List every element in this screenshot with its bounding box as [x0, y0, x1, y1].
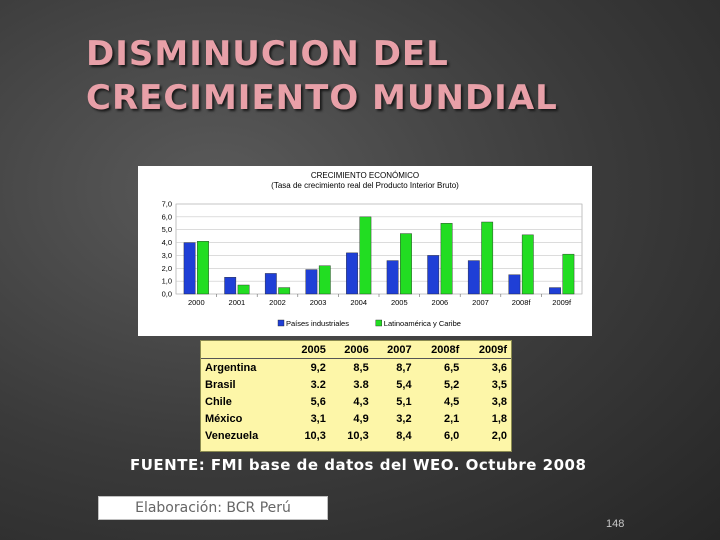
bar-latinoamerica — [481, 221, 494, 295]
table-row: Argentina 9,2 8,5 8,7 6,5 3,6 — [201, 359, 511, 377]
growth-table: 2005 2006 2007 2008f 2009f Argentina 9,2 8,5 8,… — [201, 341, 511, 444]
bar-paises-industriales — [183, 242, 196, 295]
table-cell: 2,0 — [491, 429, 507, 442]
x-tick-label: 2004 — [350, 298, 367, 307]
source-note: FUENTE: FMI base de datos del WEO. Octub… — [130, 456, 587, 474]
table-cell: 3,2 — [396, 412, 412, 425]
slide-title-line-2: CRECIMIENTO MUNDIAL — [86, 78, 558, 118]
table-header-row: 2005 2006 2007 2008f 2009f — [201, 341, 511, 359]
bar-paises-industriales — [427, 255, 440, 295]
table-row: Chile 5,6 4,3 5,1 4,5 3,8 — [201, 393, 511, 410]
bar-paises-industriales — [224, 277, 237, 295]
table-cell: 3.8 — [353, 378, 369, 391]
bar-latinoamerica — [318, 265, 331, 295]
y-tick-label: 0,0 — [162, 290, 172, 299]
table-cell: 5,6 — [310, 395, 326, 408]
table-cell: 8,7 — [396, 361, 412, 374]
x-tick-label: 2000 — [188, 298, 205, 307]
y-tick-label: 5,0 — [162, 225, 172, 234]
x-tick-label: 2008f — [512, 298, 532, 307]
bar-paises-industriales — [346, 252, 358, 295]
growth-chart-panel: CRECIMIENTO ECONÓMICO (Tasa de crecimien… — [138, 166, 592, 336]
table-cell: 5,4 — [396, 378, 412, 391]
x-tick-label: 2001 — [229, 298, 246, 307]
x-tick-label: 2009f — [552, 298, 572, 307]
x-tick-label: 2002 — [269, 298, 286, 307]
bar-latinoamerica — [237, 284, 250, 295]
table-header-cell: 2008f — [415, 341, 464, 359]
table-header-cell: 2005 — [287, 341, 330, 359]
table-header-cell: 2006 — [329, 341, 373, 359]
bar-paises-industriales — [386, 260, 399, 295]
y-tick-label: 4,0 — [162, 238, 172, 247]
table-cell: 3,6 — [491, 361, 507, 374]
growth-table-panel: 2005 2006 2007 2008f 2009f Argentina 9,2 8,5 8,… — [200, 340, 512, 452]
y-tick-label: 1,0 — [162, 277, 172, 286]
table-cell: Chile — [205, 395, 232, 408]
table-cell: 6,5 — [443, 361, 460, 374]
table-row: Venezuela 10,3 10,3 8,4 6,0 2,0 — [201, 427, 511, 444]
legend-swatch — [375, 319, 383, 327]
table-header-cell: 2009f — [463, 341, 511, 359]
table-cell: 6,0 — [443, 429, 460, 442]
y-tick-label: 6,0 — [162, 212, 172, 221]
legend-swatch — [277, 319, 285, 327]
page-number: 148 — [606, 518, 625, 530]
bar-paises-industriales — [467, 260, 480, 295]
bar-latinoamerica — [521, 234, 534, 295]
bar-paises-industriales — [305, 269, 318, 295]
legend-label: Países industriales — [286, 319, 349, 328]
chart-subtitle: (Tasa de crecimiento real del Producto I… — [271, 181, 459, 190]
table-cell: Brasil — [205, 378, 236, 391]
y-tick-label: 3,0 — [162, 251, 172, 260]
table-cell: 3,1 — [310, 412, 326, 425]
bar-paises-industriales — [508, 274, 521, 295]
table-cell: 3,5 — [491, 378, 507, 391]
table-cell: 4,5 — [443, 395, 460, 408]
chart-title: CRECIMIENTO ECONÓMICO — [311, 171, 419, 180]
growth-chart: CRECIMIENTO ECONÓMICO (Tasa de crecimien… — [162, 171, 583, 328]
table-cell: 3.2 — [310, 378, 326, 391]
bar-latinoamerica — [440, 223, 453, 295]
table-cell: 4,3 — [353, 395, 369, 408]
y-tick-label: 2,0 — [162, 264, 172, 273]
table-cell: 8,5 — [353, 361, 369, 374]
table-cell: 4,9 — [353, 412, 369, 425]
table-cell: 10,3 — [347, 429, 369, 442]
table-cell: 2,1 — [443, 412, 460, 425]
table-cell: 8,4 — [396, 429, 412, 442]
table-cell: 3,8 — [491, 395, 507, 408]
x-tick-label: 2003 — [310, 298, 327, 307]
table-cell: Venezuela — [205, 429, 259, 442]
table-row: México 3,1 4,9 3,2 2,1 1,8 — [201, 410, 511, 427]
table-row: Brasil 3.2 3.8 5,4 5,2 3,5 — [201, 376, 511, 393]
credit-box: Elaboración: BCR Perú — [98, 496, 328, 520]
table-cell: 9,2 — [310, 361, 326, 374]
bar-paises-industriales — [264, 273, 277, 295]
table-cell: México — [205, 412, 243, 425]
bar-paises-industriales — [549, 287, 561, 295]
table-header-cell — [201, 341, 287, 359]
x-tick-label: 2007 — [472, 298, 489, 307]
table-cell: 5,2 — [443, 378, 460, 391]
table-cell: Argentina — [205, 361, 257, 374]
slide-title: DISMINUCION DEL CRECIMIENTO MUNDIAL — [86, 32, 558, 120]
bar-latinoamerica — [562, 253, 575, 295]
legend-label: Latinoamérica y Caribe — [384, 319, 461, 328]
bar-latinoamerica — [400, 233, 412, 295]
table-cell: 5,1 — [396, 395, 412, 408]
table-header-cell: 2007 — [372, 341, 416, 359]
bar-latinoamerica — [359, 216, 372, 295]
x-tick-label: 2006 — [432, 298, 449, 307]
bar-latinoamerica — [197, 241, 209, 295]
table-cell: 10,3 — [304, 429, 326, 442]
plot-area — [175, 203, 583, 295]
table-cell: 1,8 — [491, 412, 507, 425]
bar-latinoamerica — [278, 287, 291, 295]
slide-title-line-1: DISMINUCION DEL — [86, 34, 449, 74]
x-tick-label: 2005 — [391, 298, 408, 307]
y-tick-label: 7,0 — [162, 200, 172, 209]
